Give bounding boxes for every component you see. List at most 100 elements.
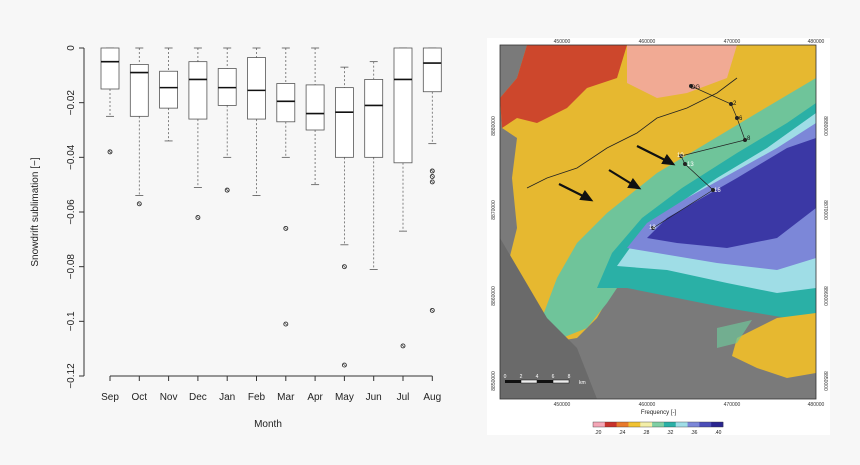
site-marker xyxy=(743,138,747,142)
outlier-mark xyxy=(225,188,229,192)
coastline xyxy=(526,77,738,189)
scalebar-label: 6 xyxy=(552,374,555,380)
frequency-map-panel: 450000 460000 470000 480000 450000 46000… xyxy=(487,38,830,435)
x-tick-bottom: 470000 xyxy=(724,402,741,408)
scalebar-segment xyxy=(537,380,553,383)
y-tick-left: 8880000 xyxy=(491,116,497,136)
site-marker xyxy=(651,226,655,230)
site-marker xyxy=(683,162,687,166)
outlier-mark xyxy=(284,322,288,326)
box-mar xyxy=(276,47,296,327)
outlier-mark xyxy=(430,308,435,313)
y-tick-right: 8850000 xyxy=(822,371,828,391)
site-label: DG xyxy=(691,85,700,91)
colorbar: .20 .24 .28 .32 .36 .40 xyxy=(592,421,724,435)
y-tick-right: 8870000 xyxy=(822,200,828,220)
scalebar-segment xyxy=(520,379,538,384)
site-label: 13 xyxy=(687,162,694,168)
box-body xyxy=(305,84,325,131)
x-tick-bottom: 460000 xyxy=(639,402,656,408)
y-tick-label: −0.04 xyxy=(66,144,77,170)
x-tick-label: May xyxy=(335,392,354,403)
box-jun xyxy=(364,61,384,270)
site-label: 10 xyxy=(677,153,684,159)
x-tick-top: 450000 xyxy=(554,39,571,45)
y-tick-label: −0.08 xyxy=(66,254,77,280)
box-feb xyxy=(247,47,266,197)
box-body xyxy=(100,47,120,90)
x-axis-label: Month xyxy=(254,419,282,430)
outlier-point xyxy=(136,201,142,207)
outlier-mark xyxy=(196,215,200,220)
outlier-point xyxy=(195,215,201,220)
x-tick-label: Aug xyxy=(423,392,441,403)
y-tick-label: 0 xyxy=(66,45,77,51)
y-tick-label: −0.06 xyxy=(66,199,77,225)
site-label: 18 xyxy=(649,225,656,231)
outlier-mark xyxy=(430,174,435,179)
boxplot-boxes xyxy=(100,47,442,368)
site-marker xyxy=(689,84,693,88)
box-may xyxy=(334,66,354,368)
scalebar-segment xyxy=(505,380,521,383)
colorbar-title: Frequency [-] xyxy=(640,410,677,416)
colorbar-tick-label: .32 xyxy=(667,430,674,435)
scalebar-label: 8 xyxy=(568,374,571,380)
coast-yellow-zone xyxy=(732,313,816,378)
outlier-point xyxy=(400,343,406,349)
colorbar-swatch xyxy=(687,422,700,427)
site-label: 16 xyxy=(714,188,721,194)
x-tick-label: Oct xyxy=(132,392,148,403)
box-body xyxy=(159,70,179,109)
site-label: 8 xyxy=(747,136,751,142)
colorbar-swatch xyxy=(604,422,617,427)
y-tick-label: −0.12 xyxy=(66,363,77,389)
box-body xyxy=(129,64,149,117)
box-dec xyxy=(188,47,208,220)
outlier-point xyxy=(341,362,347,368)
outlier-point xyxy=(283,321,289,327)
colorbar-tick-label: .20 xyxy=(595,430,602,435)
outlier-point xyxy=(107,149,113,155)
x-tick-label: Jul xyxy=(397,392,410,403)
y-tick-left: 8850000 xyxy=(491,371,497,391)
y-tick-right: 8880000 xyxy=(822,116,828,136)
transect-line xyxy=(652,85,746,229)
snow-red-zone xyxy=(500,45,627,128)
x-tick-bottom: 480000 xyxy=(808,402,825,408)
x-tick-label: Sep xyxy=(101,392,119,403)
site-marker xyxy=(711,188,715,192)
outlier-point xyxy=(283,225,289,231)
box-jan xyxy=(217,47,237,193)
colorbar-swatch xyxy=(663,422,677,427)
scalebar-label: km xyxy=(579,380,586,386)
outlier-mark xyxy=(284,226,288,231)
box-nov xyxy=(159,47,179,142)
colorbar-tick-label: .36 xyxy=(691,430,698,435)
colorbar-swatch xyxy=(652,422,665,427)
y-tick-label: −0.02 xyxy=(66,90,77,116)
outlier-mark xyxy=(342,363,347,367)
site-label: 2 xyxy=(733,101,737,107)
colorbar-swatch xyxy=(675,422,688,427)
outlier-point xyxy=(341,264,347,270)
colorbar-swatch xyxy=(711,422,724,427)
colorbar-tick-label: .28 xyxy=(643,430,650,435)
outlier-point xyxy=(224,187,230,193)
snow-pink-zone xyxy=(627,45,737,98)
x-tick-label: Jan xyxy=(219,392,235,403)
x-tick-top: 470000 xyxy=(724,39,741,45)
arrow-icon xyxy=(579,190,594,202)
box-body xyxy=(422,47,442,93)
coordinate-ticks: 450000 460000 470000 480000 450000 46000… xyxy=(491,39,828,408)
scalebar-segment xyxy=(552,379,570,384)
y-tick-right: 8860000 xyxy=(822,286,828,306)
outlier-mark xyxy=(108,150,112,154)
outlier-mark xyxy=(342,264,347,269)
outlier-mark xyxy=(430,180,435,184)
map-frame xyxy=(499,44,817,400)
y-tick-label: −0.1 xyxy=(66,311,77,331)
y-axis-label: Snowdrift sublimation [−] xyxy=(30,157,41,266)
x-tick-label: Mar xyxy=(277,392,295,403)
box-oct xyxy=(129,47,149,207)
